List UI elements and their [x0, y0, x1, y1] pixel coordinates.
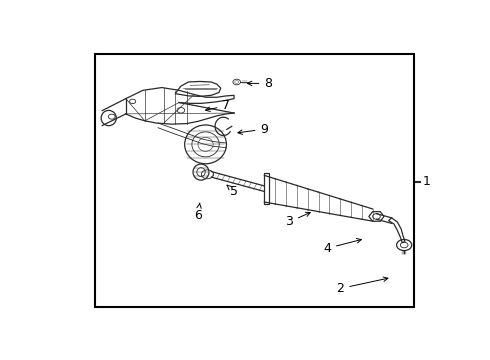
Text: 6: 6: [194, 203, 202, 221]
Text: 9: 9: [238, 123, 269, 136]
Bar: [264, 173, 269, 204]
Text: 3: 3: [285, 212, 310, 229]
Text: 8: 8: [247, 77, 272, 90]
Bar: [96, 54, 415, 307]
Text: 2: 2: [337, 277, 388, 295]
Text: 4: 4: [323, 239, 361, 255]
Text: 5: 5: [227, 185, 238, 198]
Text: 7: 7: [205, 99, 230, 112]
Text: 1: 1: [423, 175, 431, 188]
